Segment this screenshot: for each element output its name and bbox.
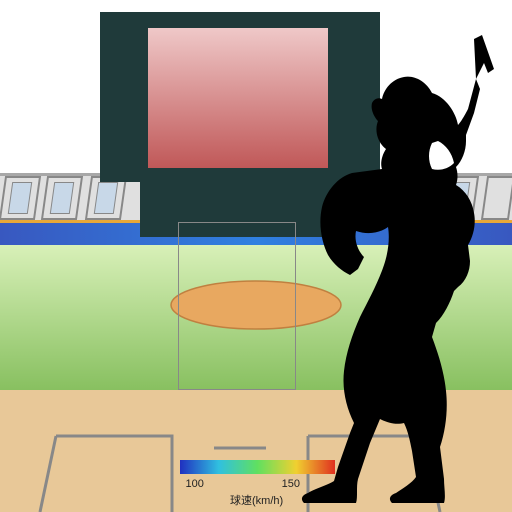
legend-axis-label: 球速(km/h) [230,492,283,508]
speed-legend [0,0,512,512]
legend-tick-100: 100 [186,478,204,490]
legend-tick-150: 150 [282,478,300,490]
